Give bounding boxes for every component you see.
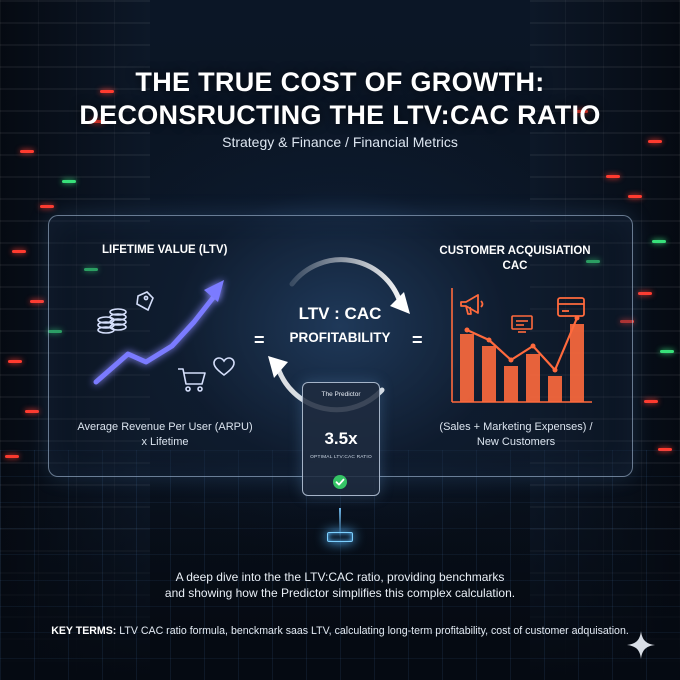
ltv-heading: LIFETIME VALUE (LTV) [102,244,228,256]
equals-sign-right: = [412,330,423,350]
predictor-card-value: 3.5x [324,429,358,448]
check-icon [333,475,347,489]
ltv-cac-ratio-label: LTV : CAC [298,304,382,323]
predictor-card-label: OPTIMAL LTV:CAC RATIO [310,455,372,460]
cac-formula: (Sales + Marketing Expenses) / New Custo… [410,420,622,450]
page-subtitle: Strategy & Finance / Financial Metrics [222,134,458,150]
predictor-card-title: The Predictor [321,391,361,398]
key-terms: KEY TERMS: LTV CAC ratio formula, benckm… [30,624,650,639]
summary-line-1: A deep dive into the the LTV:CAC ratio, … [175,570,505,584]
title-line-1: THE TRUE COST OF GROWTH: [135,67,545,97]
cac-formula-line-2: New Customers [476,436,556,448]
summary-text: A deep dive into the the LTV:CAC ratio, … [60,569,620,601]
page-title: THE TRUE COST OF GROWTH: DECONSRUCTING T… [0,66,680,132]
cac-heading-line-2: CAC [502,260,528,272]
key-terms-label: KEY TERMS: [51,625,117,637]
megaphone-icon [460,294,484,315]
floor-light-beam [339,508,341,538]
heart-icon [213,357,235,377]
ltv-formula-line-1: Average Revenue Per User (ARPU) [77,421,253,433]
cart-icon [178,368,206,392]
title-line-2: DECONSRUCTING THE LTV:CAC RATIO [79,100,601,130]
monitor-icon [511,315,533,333]
equals-sign-left: = [254,330,265,350]
key-terms-text: LTV CAC ratio formula, benckmark saas LT… [119,625,629,637]
profitability-label: PROFITABILITY [289,330,391,345]
ltv-formula-line-2: x Lifetime [141,436,189,448]
cac-heading: CUSTOMER ACQUISIATION CAC [424,244,606,274]
bar-chart-icon [451,288,592,403]
summary-line-2: and showing how the Predictor simplifies… [164,586,516,600]
money-tag-icon [136,291,154,312]
coins-icon [97,308,127,334]
cac-heading-line-1: CUSTOMER ACQUISIATION [439,245,591,257]
sparkle-icon [627,631,655,659]
credit-card-icon [557,297,585,317]
ltv-formula: Average Revenue Per User (ARPU) x Lifeti… [55,420,275,450]
floor-light-marker [327,532,353,542]
cac-formula-line-1: (Sales + Marketing Expenses) / [439,421,593,433]
growth-arrow-icon [93,280,224,385]
